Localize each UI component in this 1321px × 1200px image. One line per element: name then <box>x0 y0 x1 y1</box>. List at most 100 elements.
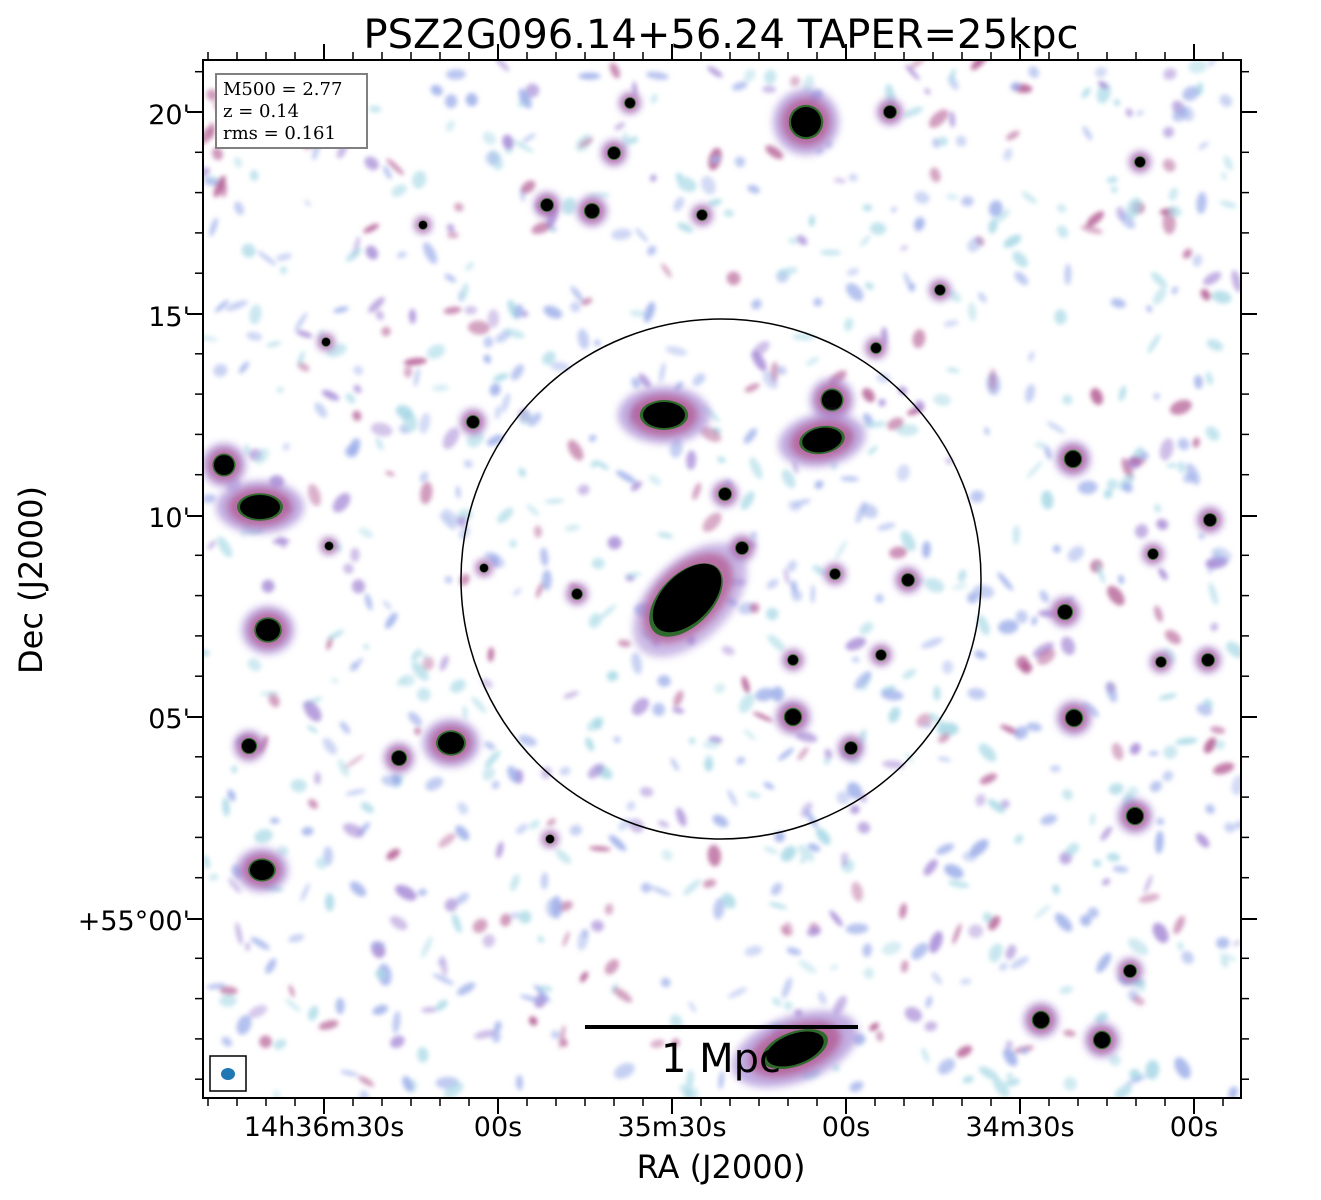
noise-blob <box>591 920 604 932</box>
noise-blob <box>471 696 487 713</box>
noise-blob <box>1057 225 1069 239</box>
noise-blob <box>297 350 305 367</box>
noise-blob <box>203 493 216 504</box>
noise-blob <box>1200 288 1211 301</box>
noise-blob <box>203 855 210 870</box>
noise-blob <box>522 310 529 318</box>
noise-blob <box>1177 941 1184 951</box>
noise-blob <box>578 72 601 80</box>
noise-blob <box>1107 585 1125 606</box>
noise-blob <box>493 373 509 382</box>
source-core <box>1094 1032 1110 1048</box>
noise-blob <box>206 983 226 990</box>
noise-blob <box>234 201 244 216</box>
noise-blob <box>541 569 552 591</box>
noise-blob <box>559 766 571 776</box>
noise-blob <box>752 711 774 722</box>
noise-blob <box>465 93 478 107</box>
noise-blob <box>682 879 702 896</box>
noise-blob <box>390 1035 405 1048</box>
noise-blob <box>209 217 218 237</box>
noise-blob <box>345 789 366 796</box>
source-core <box>822 390 842 410</box>
noise-blob <box>518 467 526 478</box>
noise-blob <box>899 903 907 919</box>
noise-blob <box>692 373 706 387</box>
noise-blob <box>1096 952 1112 973</box>
noise-blob <box>1003 234 1022 248</box>
noise-blob <box>1232 940 1241 946</box>
noise-blob <box>1125 108 1133 118</box>
noise-blob <box>702 512 722 532</box>
noise-blob <box>726 271 741 286</box>
noise-blob <box>764 69 777 85</box>
noise-blob <box>515 1074 524 1091</box>
noise-blob <box>869 222 887 235</box>
noise-blob <box>455 485 461 499</box>
noise-blob <box>749 602 760 614</box>
noise-blob <box>455 892 469 905</box>
noise-blob <box>278 536 287 549</box>
noise-blob <box>1080 914 1092 927</box>
noise-blob <box>423 242 438 264</box>
noise-blob <box>489 383 501 396</box>
noise-blob <box>208 121 215 139</box>
noise-blob <box>358 527 374 538</box>
noise-blob <box>363 643 370 650</box>
noise-blob <box>1169 399 1192 415</box>
noise-blob <box>331 678 339 684</box>
source-core <box>1066 710 1082 726</box>
beam-ellipse <box>221 1068 235 1080</box>
noise-blob <box>810 584 815 604</box>
noise-blob <box>408 308 417 324</box>
noise-blob <box>250 169 259 182</box>
noise-blob <box>998 619 1019 634</box>
noise-blob <box>928 712 943 725</box>
noise-blob <box>425 777 444 791</box>
noise-blob <box>707 199 723 207</box>
noise-blob <box>1110 298 1126 308</box>
noise-blob <box>767 634 785 652</box>
noise-blob <box>1193 375 1203 389</box>
noise-blob <box>231 765 238 774</box>
noise-blob <box>375 437 384 451</box>
noise-blob <box>1108 782 1124 795</box>
noise-blob <box>363 223 380 234</box>
x-tick-label-34m30s: 34m30s <box>965 1112 1074 1143</box>
noise-blob <box>967 688 986 700</box>
noise-blob <box>1080 225 1103 234</box>
y-tick-label-15: 15' <box>148 302 190 333</box>
noise-blob <box>1154 504 1162 513</box>
noise-blob <box>711 155 720 164</box>
source-core <box>802 427 842 453</box>
noise-blob <box>1145 1059 1160 1080</box>
noise-blob <box>1205 426 1220 441</box>
noise-blob <box>743 428 757 444</box>
noise-blob <box>1014 271 1029 286</box>
noise-blob <box>386 158 405 176</box>
noise-blob <box>438 833 456 848</box>
noise-blob <box>614 122 626 131</box>
noise-blob <box>717 456 726 464</box>
noise-blob <box>1205 804 1215 815</box>
noise-blob <box>878 398 886 407</box>
noise-blob <box>936 722 959 736</box>
noise-blob <box>442 508 461 525</box>
noise-blob <box>395 884 417 901</box>
noise-blob <box>442 427 460 450</box>
noise-blob <box>744 383 760 393</box>
noise-blob <box>1094 66 1107 78</box>
noise-blob <box>881 941 902 955</box>
noise-blob <box>365 245 379 260</box>
noise-blob <box>1136 110 1144 116</box>
noise-blob <box>1081 87 1091 99</box>
noise-blob <box>936 843 955 855</box>
noise-blob <box>781 469 796 489</box>
noise-blob <box>525 83 540 98</box>
noise-blob <box>609 62 621 79</box>
noise-blob <box>417 1047 429 1063</box>
noise-blob <box>349 881 367 897</box>
noise-blob <box>700 426 722 442</box>
noise-blob <box>956 1045 973 1058</box>
noise-blob <box>1211 290 1232 304</box>
